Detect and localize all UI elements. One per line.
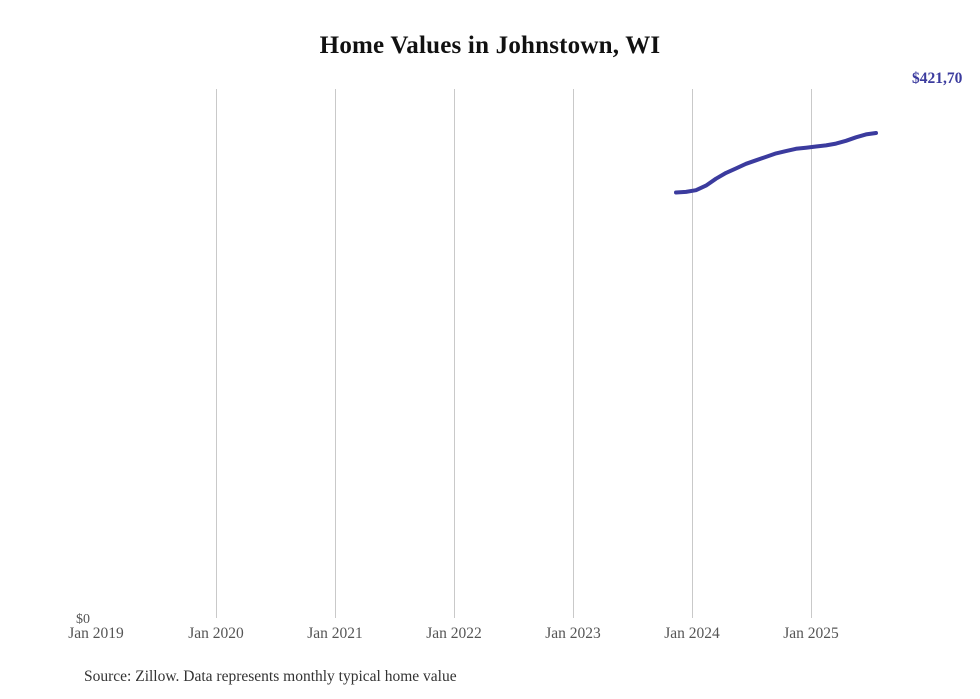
series-line-typical-home-value [674,131,878,195]
source-note: Source: Zillow. Data represents monthly … [84,668,457,685]
x-axis-tick-label-jan-2022: Jan 2022 [426,625,482,642]
x-axis-tick-label-jan-2019: Jan 2019 [68,625,124,642]
y-axis-tick-label-zero: $0 [76,612,90,627]
x-axis-tick-label-jan-2020: Jan 2020 [188,625,244,642]
x-axis-tick-label-jan-2021: Jan 2021 [307,625,363,642]
series-end-value-label: $421,70 [912,70,963,87]
x-axis-tick-label-jan-2023: Jan 2023 [545,625,601,642]
x-axis-tick-label-jan-2025: Jan 2025 [783,625,839,642]
chart-title: Home Values in Johnstown, WI [319,32,661,59]
x-axis-tick-label-jan-2024: Jan 2024 [664,625,720,642]
